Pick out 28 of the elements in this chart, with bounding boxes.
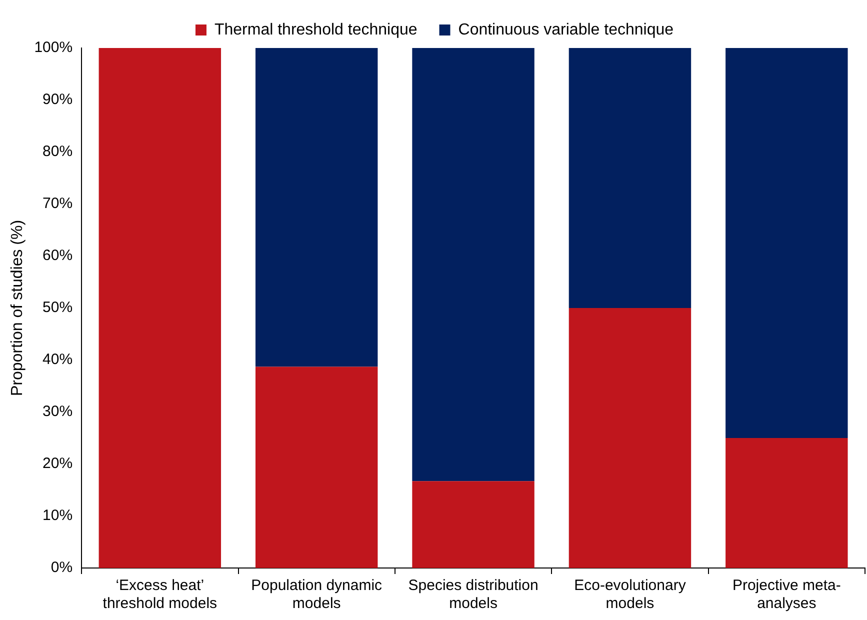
bar (726, 48, 848, 438)
y-tick-label: 60% (42, 247, 73, 264)
x-tick-label: Projective meta-analyses (732, 577, 841, 612)
y-tick-label: 10% (42, 507, 73, 524)
bar (726, 438, 848, 568)
x-tick-label: Eco-evolutionary models (574, 577, 686, 612)
y-axis-title: Proportion of studies (%) (9, 220, 26, 396)
bar (568, 308, 692, 568)
bar (412, 48, 534, 482)
y-tick-label: 100% (34, 39, 73, 56)
x-tick-label: Species distribution models (408, 577, 538, 612)
x-tick-label: ‘Excess heat’ threshold models (102, 577, 218, 612)
bar (255, 48, 378, 367)
y-tick-label: 30% (42, 403, 73, 420)
legend-label: Continuous variable technique (458, 21, 674, 38)
y-tick-label: 80% (42, 143, 73, 160)
y-tick-label: 40% (42, 351, 73, 368)
bar (568, 48, 692, 308)
bar (255, 366, 378, 568)
y-tick-label: 70% (42, 195, 73, 212)
x-tick-label: Population dynamic models (251, 577, 383, 612)
y-tick-label: 20% (42, 455, 73, 472)
y-tick-label: 90% (42, 91, 73, 108)
y-tick-label: 50% (42, 299, 73, 316)
y-tick-label: 0% (50, 559, 73, 576)
bar (412, 481, 534, 568)
legend-label: Thermal threshold technique (214, 21, 418, 38)
bar (98, 48, 222, 568)
